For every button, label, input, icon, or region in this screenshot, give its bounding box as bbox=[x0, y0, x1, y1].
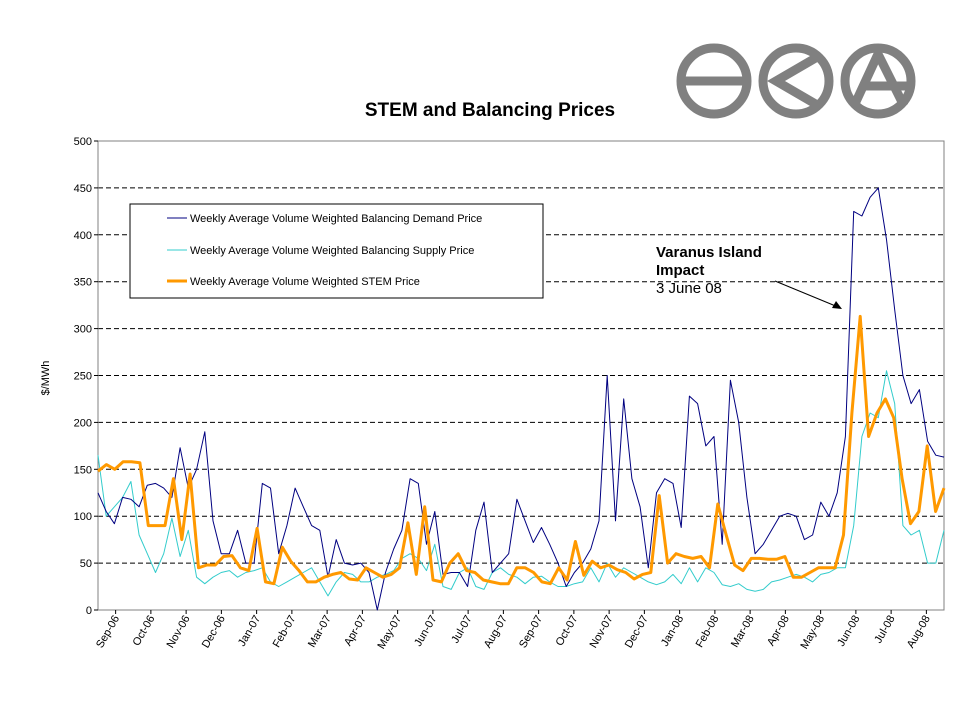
x-tick-label: Sep-06 bbox=[94, 614, 122, 651]
x-tick-label: May-07 bbox=[375, 614, 404, 652]
series-line-0 bbox=[97, 187, 945, 611]
series-lines bbox=[97, 187, 946, 611]
annotation-arrow bbox=[774, 280, 842, 309]
x-tick-label: Jan-07 bbox=[236, 614, 263, 649]
company-logo-icon bbox=[676, 43, 916, 119]
annotation-text: Varanus Island Impact 3 June 08 bbox=[656, 244, 762, 298]
legend-label-supply: Weekly Average Volume Weighted Balancing… bbox=[190, 245, 474, 257]
y-tick-label: 200 bbox=[74, 417, 92, 429]
x-tick-label: Apr-07 bbox=[342, 614, 369, 649]
annotation-line-1: Varanus Island bbox=[656, 244, 762, 261]
x-tick-label: Dec-06 bbox=[200, 614, 228, 651]
series-line-2 bbox=[97, 314, 946, 586]
x-tick-label: Aug-07 bbox=[482, 614, 510, 651]
y-tick-label: 150 bbox=[74, 464, 92, 476]
chart-title: STEM and Balancing Prices bbox=[364, 100, 616, 121]
x-tick-label: Oct-06 bbox=[131, 614, 158, 649]
annotation-line-2: Impact bbox=[656, 262, 705, 279]
x-tick-label: Dec-07 bbox=[623, 614, 651, 651]
x-axis-ticks: Sep-06 Oct-06 Nov-06 Dec-06 Jan-07 Feb-07 Mar-… bbox=[94, 610, 933, 651]
y-tick-label: 500 bbox=[74, 136, 92, 148]
x-tick-label: Jun-07 bbox=[412, 614, 439, 649]
x-tick-label: Apr-08 bbox=[765, 614, 792, 649]
y-tick-label: 300 bbox=[74, 324, 92, 336]
y-tick-label: 50 bbox=[80, 558, 92, 570]
y-tick-label: 450 bbox=[74, 183, 92, 195]
legend-box bbox=[129, 203, 544, 299]
x-tick-label: Jul-08 bbox=[872, 614, 897, 646]
x-tick-label: Sep-07 bbox=[517, 614, 545, 651]
series-line-1 bbox=[97, 370, 945, 597]
x-tick-label: Mar-08 bbox=[729, 614, 757, 650]
y-axis-label: $/MWh bbox=[40, 361, 52, 396]
x-tick-label: Feb-07 bbox=[271, 614, 299, 650]
legend-label-demand: Weekly Average Volume Weighted Balancing… bbox=[190, 213, 482, 225]
annotation-line-3: 3 June 08 bbox=[656, 280, 722, 297]
x-tick-label: Aug-08 bbox=[905, 614, 933, 651]
y-tick-label: 100 bbox=[74, 511, 92, 523]
legend: Weekly Average Volume Weighted Balancing… bbox=[129, 203, 544, 299]
x-tick-label: Feb-08 bbox=[694, 614, 722, 650]
y-tick-label: 250 bbox=[74, 371, 92, 383]
y-tick-label: 350 bbox=[74, 277, 92, 289]
legend-label-stem: Weekly Average Volume Weighted STEM Pric… bbox=[190, 276, 420, 288]
x-tick-label: May-08 bbox=[798, 614, 827, 652]
x-tick-label: Nov-07 bbox=[588, 614, 616, 651]
x-tick-label: Jan-08 bbox=[659, 614, 686, 649]
x-tick-label: Mar-07 bbox=[306, 614, 334, 650]
x-tick-label: Nov-06 bbox=[165, 614, 193, 651]
x-tick-label: Jul-07 bbox=[449, 614, 474, 646]
x-tick-label: Jun-08 bbox=[835, 614, 862, 649]
x-tick-label: Oct-07 bbox=[554, 614, 581, 649]
y-axis-ticks: 0 50 100 150 200 250 300 350 400 450 500 bbox=[74, 136, 98, 617]
y-tick-label: 0 bbox=[86, 605, 92, 617]
y-tick-label: 400 bbox=[74, 230, 92, 242]
